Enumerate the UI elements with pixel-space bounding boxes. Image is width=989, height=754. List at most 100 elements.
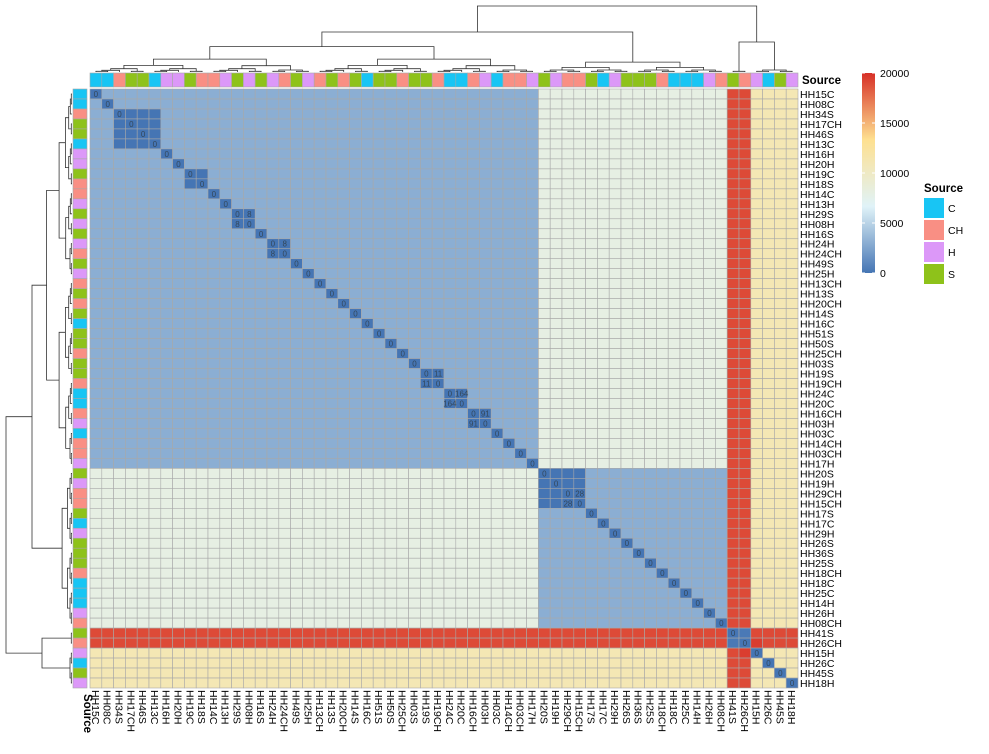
heatmap-cell (243, 677, 256, 689)
heatmap-cell (608, 438, 622, 449)
heatmap-cell (526, 88, 539, 100)
heatmap-cell (361, 418, 374, 429)
heatmap-cell (549, 617, 563, 629)
heatmap-cell (231, 88, 244, 100)
heatmap-cell (585, 587, 598, 599)
heatmap-cell (384, 198, 398, 210)
heatmap-cell (420, 507, 433, 519)
heatmap-cell (420, 547, 433, 559)
heatmap-cell (408, 198, 421, 210)
heatmap-cell (254, 637, 268, 649)
heatmap-cell (585, 368, 598, 379)
heatmap-cell (691, 438, 704, 449)
heatmap-cell (726, 488, 740, 499)
heatmap-cell (408, 567, 421, 579)
heatmap-cell (184, 318, 197, 329)
heatmap-cell (243, 118, 256, 130)
cell-value-label: 0 (636, 549, 641, 558)
heatmap-cell (302, 488, 315, 499)
heatmap-cell (302, 448, 315, 459)
top-annotation-cell (313, 72, 327, 88)
top-annotation-cell (266, 72, 280, 88)
heatmap-cell (148, 218, 162, 230)
heatmap-cell (125, 667, 138, 679)
heatmap-cell (679, 627, 693, 639)
heatmap-cell (396, 627, 409, 639)
heatmap-cell (361, 188, 374, 200)
row-label: HH03S (800, 359, 834, 371)
top-annotation-cell (667, 72, 681, 88)
dendrogram-branch (69, 98, 72, 115)
heatmap-cell (420, 428, 433, 439)
column-label: HH03S (408, 690, 420, 724)
cell-value-label: 0 (471, 409, 476, 418)
heatmap-cell (667, 597, 681, 609)
heatmap-cell (231, 318, 244, 329)
heatmap-cell (667, 418, 681, 429)
dendrogram-branch (709, 70, 722, 72)
heatmap-cell (231, 557, 244, 569)
top-annotation-cell (325, 72, 339, 88)
heatmap-cell (302, 498, 315, 509)
heatmap-cell (585, 547, 598, 559)
heatmap-cell (467, 478, 480, 489)
heatmap-cell (89, 98, 103, 110)
column-label: HH26C (762, 690, 774, 725)
heatmap-cell (738, 88, 752, 100)
heatmap-cell (349, 328, 362, 339)
heatmap-cell (526, 647, 539, 659)
heatmap-cell (443, 228, 457, 240)
heatmap-cell (679, 378, 693, 389)
heatmap-cell (691, 168, 704, 180)
heatmap-cell (431, 218, 445, 230)
heatmap-cell (443, 378, 457, 389)
heatmap-cell (585, 138, 598, 150)
row-label: HH26S (800, 538, 834, 550)
heatmap-cell (726, 318, 740, 329)
heatmap-cell (667, 537, 681, 549)
heatmap-cell (101, 637, 114, 649)
heatmap-cell (585, 607, 598, 619)
heatmap-cell (490, 657, 504, 669)
heatmap-cell (620, 647, 634, 659)
heatmap-cell (526, 108, 539, 120)
heatmap-cell (172, 627, 185, 639)
heatmap-cell (113, 248, 126, 260)
heatmap-cell (172, 577, 185, 589)
heatmap-cell (443, 617, 457, 629)
heatmap-cell (408, 577, 421, 589)
heatmap-cell (691, 138, 704, 150)
heatmap-cell (89, 208, 103, 220)
left-annotation-cell (72, 458, 88, 469)
heatmap-cell (738, 657, 752, 669)
heatmap-cell (219, 178, 232, 190)
heatmap-cell (219, 557, 232, 569)
heatmap-cell (290, 108, 303, 120)
heatmap-cell (679, 637, 693, 649)
heatmap-cell (372, 458, 386, 469)
heatmap-cell (113, 98, 126, 110)
heatmap-cell (349, 148, 362, 160)
heatmap-cell (656, 288, 669, 299)
heatmap-cell (774, 308, 787, 319)
heatmap-cell (538, 238, 551, 250)
heatmap-cell (361, 408, 374, 419)
heatmap-cell (431, 667, 445, 679)
heatmap-cell (656, 208, 669, 220)
heatmap-cell (726, 118, 740, 130)
heatmap-cell (290, 627, 303, 639)
heatmap-cell (302, 428, 315, 439)
heatmap-cell (608, 398, 622, 409)
heatmap-cell (396, 557, 409, 569)
heatmap-cell (290, 318, 303, 329)
heatmap-cell (172, 178, 185, 190)
heatmap-cell (726, 268, 740, 279)
heatmap-cell (585, 148, 598, 160)
heatmap-cell (656, 298, 669, 309)
heatmap-cell (443, 587, 457, 599)
heatmap-cell (254, 298, 268, 309)
heatmap-cell (526, 118, 539, 130)
heatmap-cell (89, 318, 103, 329)
heatmap-cell (679, 468, 693, 479)
heatmap-cell (455, 627, 468, 639)
